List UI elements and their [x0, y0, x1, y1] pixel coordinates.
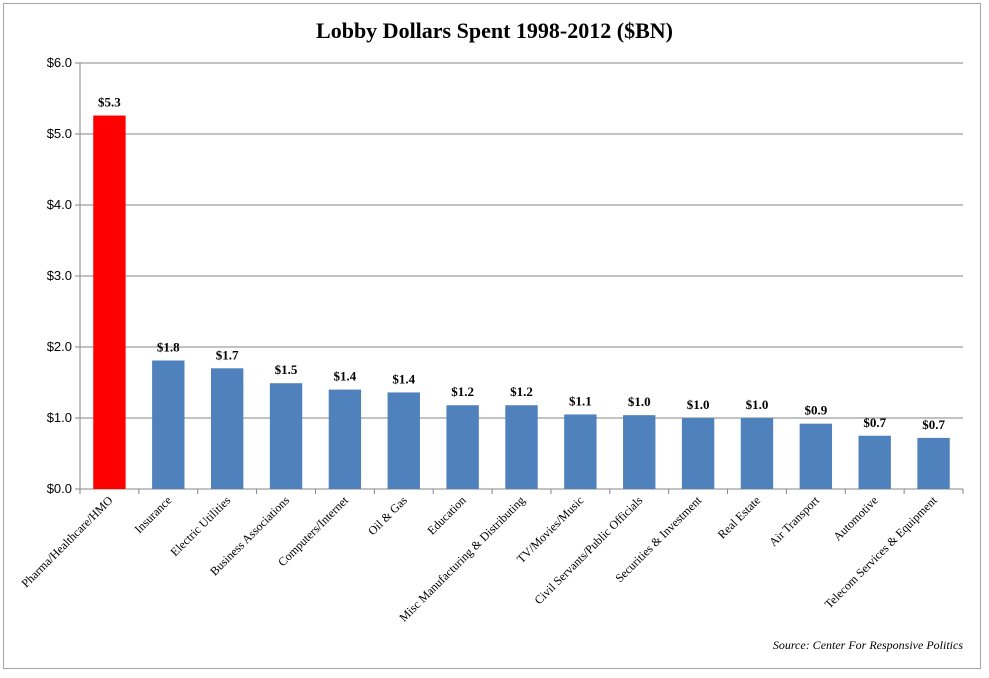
- x-category-label: Electric Utilities: [168, 493, 234, 559]
- bar: [564, 414, 597, 489]
- x-category-label: Real Estate: [715, 493, 763, 541]
- x-category-label: Automotive: [830, 493, 880, 543]
- x-category-label: Civil Servants/Public Officials: [531, 493, 645, 607]
- data-label: $1.4: [334, 369, 357, 384]
- bar: [623, 415, 656, 489]
- bar: [387, 392, 420, 489]
- data-label: $1.0: [628, 394, 651, 409]
- y-tick-label: $0.0: [47, 481, 72, 496]
- bar: [210, 368, 244, 489]
- y-tick-label: $5.0: [47, 126, 72, 141]
- data-label: $0.9: [804, 403, 827, 418]
- data-label: $1.1: [569, 393, 592, 408]
- bar: [681, 418, 715, 489]
- y-axis-ticks: $0.0 $1.0 $2.0 $3.0 $4.0 $5.0 $6.0: [47, 55, 80, 496]
- x-category-label: Pharma/Healthcare/HMO: [18, 493, 115, 590]
- data-labels: $5.3 $1.8 $1.7 $1.5 $1.4 $1.4 $1.2 $1.2 $1.1 $1.0…: [98, 95, 945, 432]
- y-tick-label: $3.0: [47, 268, 72, 283]
- data-label: $1.2: [451, 384, 474, 399]
- y-tick-label: $2.0: [47, 339, 72, 354]
- data-label: $1.0: [687, 397, 710, 412]
- chart-title: Lobby Dollars Spent 1998-2012 ($BN): [316, 18, 673, 43]
- data-label: $1.7: [216, 347, 239, 362]
- source-note: Source: Center For Responsive Politics: [772, 638, 963, 652]
- bar: [858, 435, 891, 489]
- bar: [799, 423, 833, 489]
- x-category-label: Education: [424, 493, 468, 537]
- y-tick-label: $6.0: [47, 55, 72, 70]
- bar: [93, 115, 126, 489]
- data-label: $5.3: [98, 95, 121, 110]
- x-category-label: Misc Manufacturing & Distributing: [396, 493, 527, 624]
- bar: [328, 389, 362, 489]
- y-tick-label: $4.0: [47, 197, 72, 212]
- bar: [446, 405, 479, 489]
- bar: [740, 418, 774, 489]
- bars: [93, 115, 950, 489]
- chart-frame: [3, 3, 981, 669]
- data-label: $1.5: [275, 362, 298, 377]
- x-category-label: Telecom Services & Equipment: [822, 493, 940, 611]
- data-label: $1.4: [392, 371, 415, 386]
- data-label: $0.7: [863, 415, 886, 430]
- bar: [917, 437, 950, 489]
- bar: [505, 405, 538, 489]
- data-label: $1.0: [746, 397, 769, 412]
- bar: [269, 383, 303, 489]
- data-label: $1.8: [157, 339, 180, 354]
- x-category-label: Oil & Gas: [365, 493, 410, 538]
- y-tick-label: $1.0: [47, 410, 72, 425]
- data-label: $0.7: [922, 417, 945, 432]
- x-category-label: Insurance: [132, 493, 175, 536]
- x-category-label: Air Transport: [766, 493, 822, 549]
- data-label: $1.2: [510, 384, 533, 399]
- bar: [152, 360, 185, 489]
